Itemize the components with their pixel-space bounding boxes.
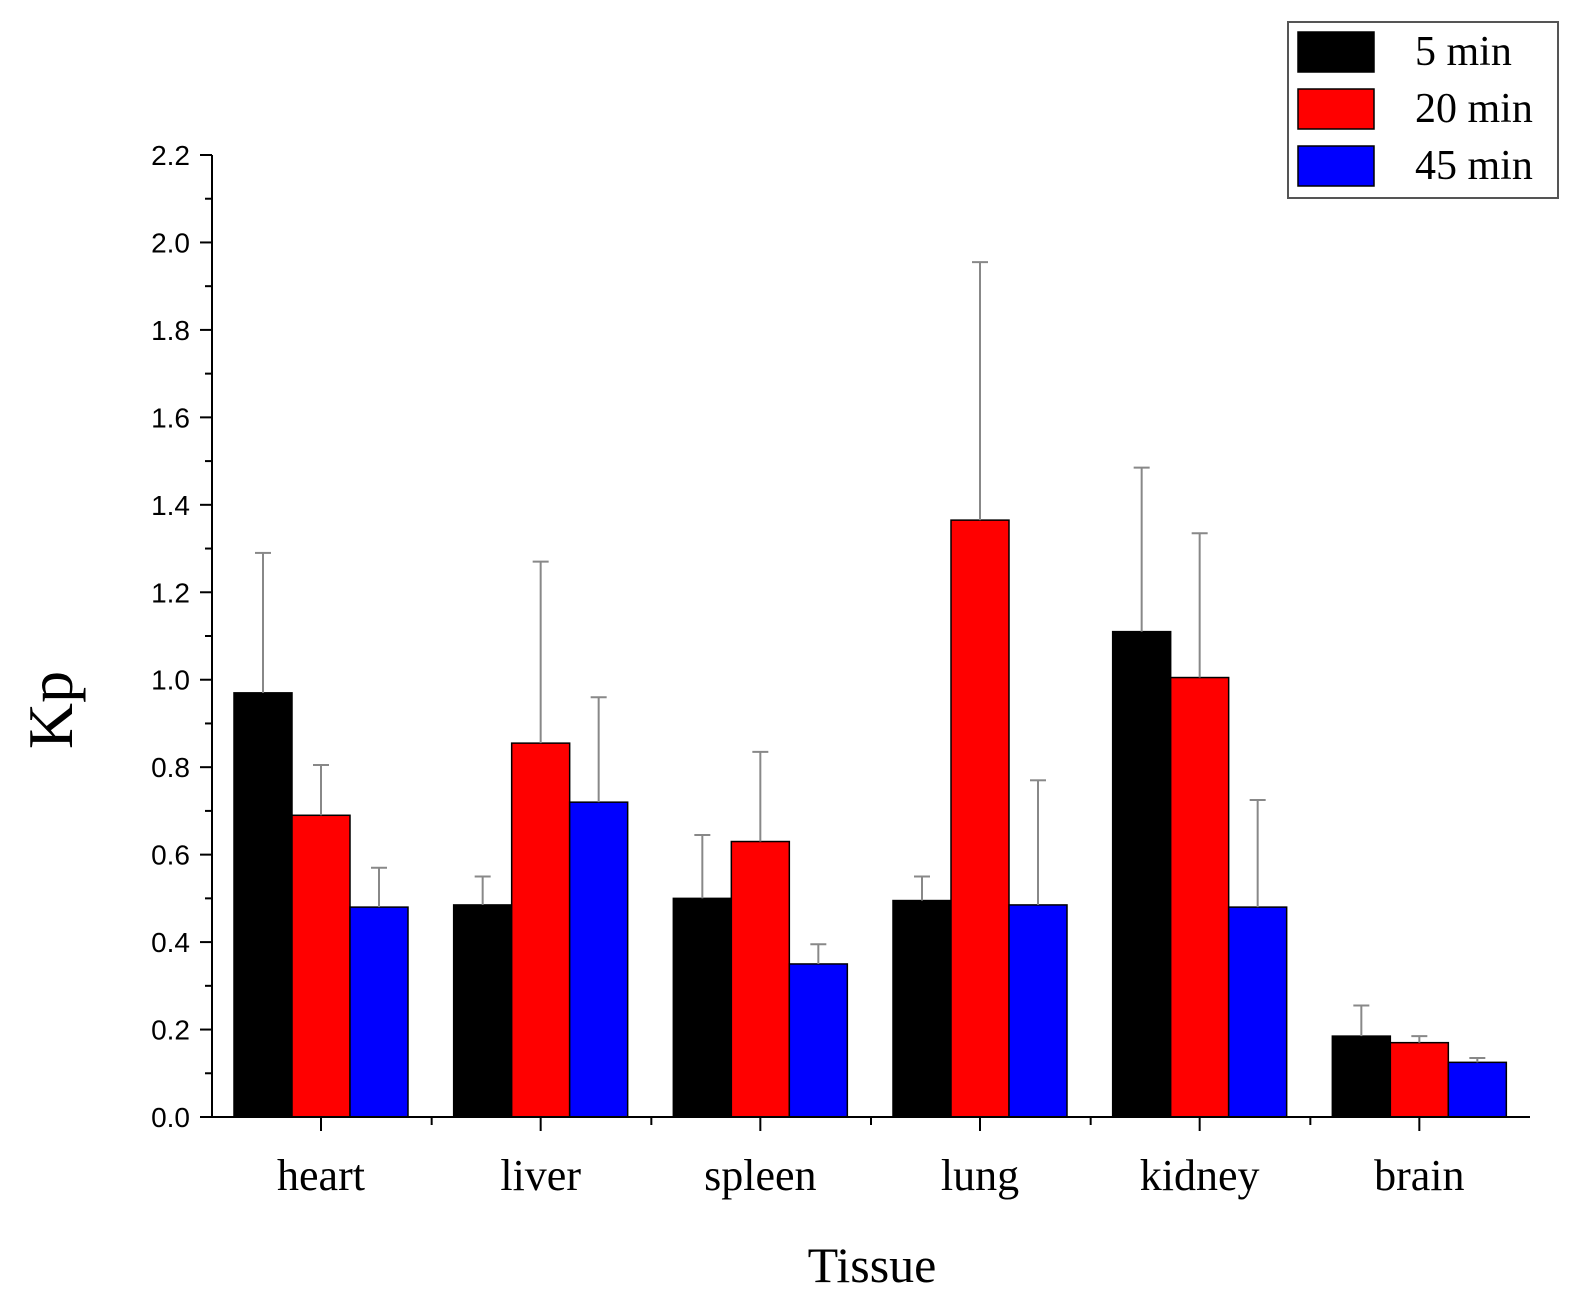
bar (730, 840, 791, 1118)
x-tick-label: spleen (704, 1151, 816, 1200)
error-bars-layer (255, 261, 1486, 1063)
bar (950, 519, 1010, 1118)
bar (788, 963, 849, 1118)
bar (1008, 904, 1068, 1118)
bar (1227, 906, 1288, 1118)
x-axis-title: Tissue (808, 1237, 937, 1293)
x-tick-label: heart (277, 1151, 365, 1200)
x-tick-label: lung (941, 1151, 1019, 1200)
x-tick-label: brain (1374, 1151, 1464, 1200)
bar (291, 814, 351, 1118)
bar (892, 899, 952, 1118)
bar (452, 904, 513, 1118)
bar (1111, 630, 1172, 1118)
x-tick-label: kidney (1140, 1151, 1260, 1200)
y-ticks-layer: 0.0 0.2 0.4 0.6 0.8 1.0 1.2 1.4 1.6 1.8 2.0 2.2 (151, 140, 212, 1133)
bars-layer (233, 519, 1508, 1118)
legend-label: 45 min (1415, 143, 1533, 189)
bar (672, 897, 733, 1118)
axes-layer (211, 155, 1530, 1118)
y-tick-label: 2.2 (151, 140, 190, 171)
y-tick-label: 0.2 (151, 1015, 190, 1046)
y-tick-label: 1.2 (151, 577, 190, 608)
bar (349, 906, 409, 1118)
legend-swatch (1297, 145, 1375, 187)
legend-swatch (1297, 31, 1375, 73)
bar (1169, 676, 1230, 1118)
legend-label: 20 min (1415, 86, 1533, 132)
x-tick-label: liver (500, 1151, 581, 1200)
y-tick-label: 2.0 (151, 227, 190, 258)
bar (1331, 1035, 1392, 1118)
legend: 5 min 20 min 45 min (1287, 21, 1559, 199)
legend-swatch (1297, 88, 1375, 130)
legend-label: 5 min (1415, 29, 1512, 75)
bar (568, 801, 629, 1118)
y-tick-label: 1.6 (151, 402, 190, 433)
y-tick-label: 1.8 (151, 315, 190, 346)
bar (1389, 1041, 1450, 1118)
y-tick-label: 0.6 (151, 840, 190, 871)
x-ticks-layer: heart liver spleen lung kidney brain (277, 1117, 1465, 1200)
y-tick-label: 0.8 (151, 752, 190, 783)
y-tick-label: 1.0 (151, 665, 190, 696)
bar (1447, 1061, 1508, 1118)
y-tick-label: 0.4 (151, 927, 190, 958)
y-tick-label: 1.4 (151, 490, 190, 521)
bar (510, 742, 571, 1118)
bar (233, 692, 293, 1118)
y-axis-title: Kp (15, 671, 86, 749)
y-tick-label: 0.0 (151, 1102, 190, 1133)
